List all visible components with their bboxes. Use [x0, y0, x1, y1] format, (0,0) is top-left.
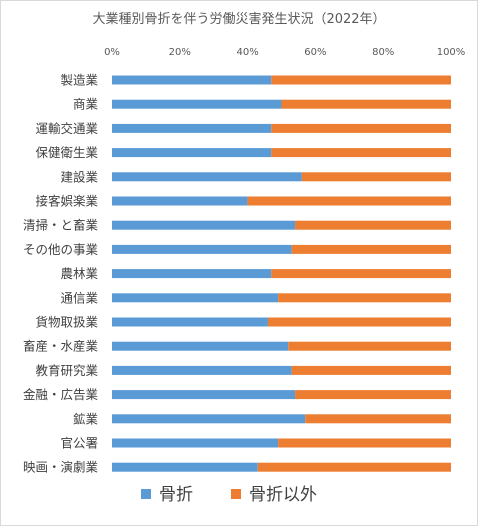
category-label: 製造業 — [60, 73, 98, 88]
category-label: 商業 — [73, 97, 99, 112]
category-label: 建設業 — [60, 169, 98, 184]
category-label: 鉱業 — [73, 411, 99, 426]
category-label: 教育研究業 — [35, 363, 98, 378]
x-tick-label: 40% — [236, 47, 258, 58]
category-label: 通信業 — [60, 290, 98, 305]
bar-segment-other — [247, 196, 451, 206]
bar-segment-other — [278, 293, 451, 303]
bar-segment-fracture — [112, 123, 272, 133]
legend-label: 骨折以外 — [249, 485, 317, 505]
category-label: 畜産・水産業 — [23, 339, 99, 354]
bar-segment-fracture — [112, 317, 268, 327]
category-label: 運輸交通業 — [35, 121, 98, 136]
category-label: その他の事業 — [23, 242, 99, 257]
bar-segment-other — [301, 172, 451, 182]
category-label: 農林業 — [60, 266, 98, 281]
legend-label: 骨折 — [159, 485, 193, 505]
x-axis-ticks: 0% 20% 40% 60% 80% 100% — [104, 47, 465, 58]
bar-segment-fracture — [112, 172, 302, 182]
bars — [112, 75, 451, 472]
bar-segment-other — [295, 220, 451, 230]
category-label: 官公署 — [60, 436, 98, 451]
category-label: 金融・広告業 — [23, 387, 99, 402]
bar-segment-other — [271, 148, 451, 158]
x-tick-label: 100% — [437, 47, 466, 58]
bar-segment-fracture — [112, 438, 279, 448]
category-label: 清掃・と畜業 — [23, 218, 99, 233]
x-tick-label: 0% — [104, 47, 120, 58]
legend-swatch — [231, 489, 241, 499]
bar-segment-other — [305, 414, 451, 424]
bar-segment-fracture — [112, 99, 282, 109]
bar-segment-fracture — [112, 365, 292, 375]
bar-segment-fracture — [112, 390, 296, 400]
chart-title: 大業種別骨折を伴う労働災害発生状況（2022年） — [92, 11, 385, 27]
bar-segment-fracture — [112, 341, 289, 351]
bar-segment-fracture — [112, 148, 272, 158]
category-label: 接客娯楽業 — [35, 194, 98, 209]
bar-segment-other — [278, 438, 451, 448]
category-label: 貨物取扱業 — [35, 315, 98, 330]
category-label: 映画・演劇業 — [23, 460, 99, 475]
category-label: 保健衛生業 — [35, 145, 98, 160]
bar-segment-other — [295, 390, 451, 400]
bar-segment-other — [271, 269, 451, 279]
legend-swatch — [141, 489, 151, 499]
bar-segment-fracture — [112, 462, 258, 472]
bar-segment-fracture — [112, 196, 248, 206]
bar-segment-other — [281, 99, 451, 109]
legend: 骨折 骨折以外 — [141, 485, 317, 505]
bar-segment-fracture — [112, 269, 272, 279]
bar-segment-fracture — [112, 220, 296, 230]
bar-segment-other — [271, 123, 451, 133]
x-tick-label: 20% — [169, 47, 191, 58]
bar-segment-fracture — [112, 244, 292, 254]
x-tick-label: 60% — [304, 47, 326, 58]
bar-segment-other — [267, 317, 451, 327]
category-labels: 製造業商業運輸交通業保健衛生業建設業接客娯楽業清掃・と畜業その他の事業農林業通信… — [23, 73, 99, 475]
x-tick-label: 80% — [372, 47, 394, 58]
bar-segment-other — [288, 341, 451, 351]
bar-segment-other — [271, 75, 451, 85]
bar-segment-fracture — [112, 293, 279, 303]
bar-segment-other — [291, 244, 451, 254]
bar-segment-other — [257, 462, 451, 472]
bar-segment-fracture — [112, 414, 306, 424]
bar-segment-other — [291, 365, 451, 375]
bar-segment-fracture — [112, 75, 272, 85]
